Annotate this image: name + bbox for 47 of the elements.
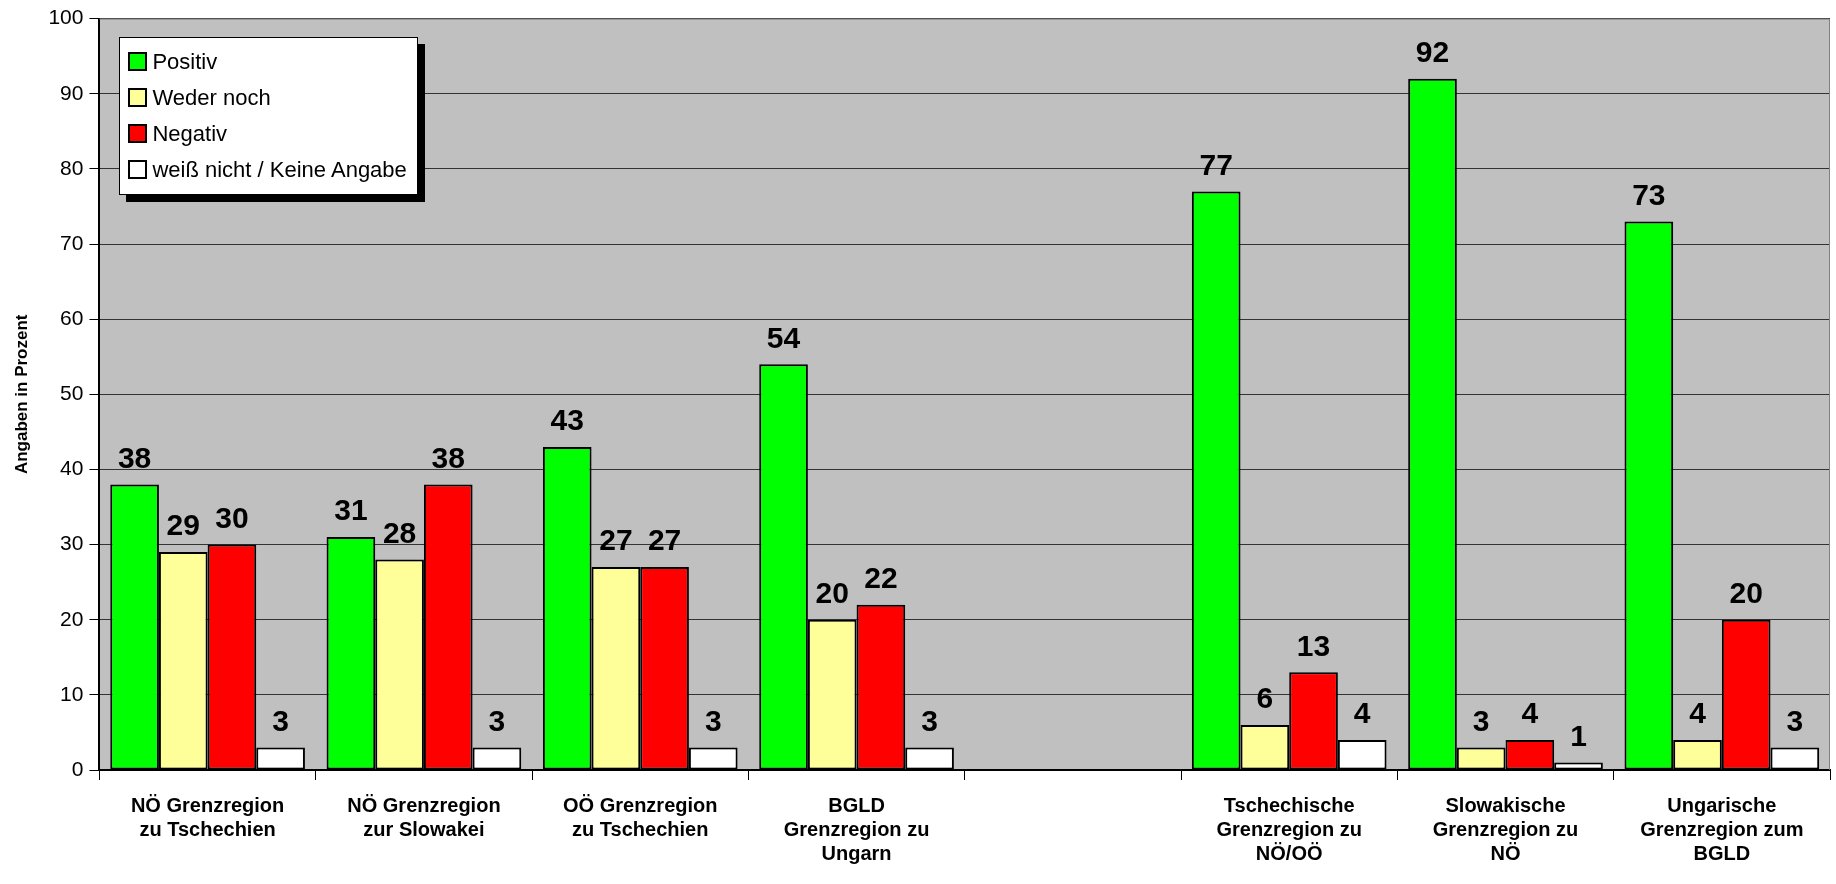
data-label: 73 <box>1632 177 1666 211</box>
x-tick-label: NÖ Grenzregion zu Tschechien <box>130 793 285 840</box>
data-label: 1 <box>1570 718 1587 752</box>
data-label: 28 <box>382 515 417 549</box>
data-label: 30 <box>215 500 249 534</box>
x-tick-label: Slowakische Grenzregion zu NÖ <box>1432 793 1579 864</box>
data-label: 3 <box>1786 703 1804 737</box>
x-tick-label: BGLD Grenzregion zu Ungarn <box>783 793 930 864</box>
data-label: 22 <box>864 560 898 594</box>
y-tick-label: 100 <box>48 5 84 29</box>
data-label: 29 <box>166 508 200 542</box>
data-label: 3 <box>272 703 289 737</box>
legend-label: Positiv <box>152 48 218 75</box>
y-tick-label: 60 <box>60 305 84 329</box>
data-label: 38 <box>431 440 465 474</box>
y-tick-label: 10 <box>60 681 84 705</box>
y-tick-label: 40 <box>60 456 84 480</box>
y-tick-label: 20 <box>60 606 84 630</box>
x-tick-label: OÖ Grenzregion zu Tschechien <box>563 793 718 840</box>
legend-label: Negativ <box>152 120 228 147</box>
y-tick-label: 70 <box>60 230 84 254</box>
data-label: 4 <box>1689 696 1707 730</box>
data-label: 3 <box>704 703 722 737</box>
data-label: 31 <box>334 493 368 527</box>
y-tick-label: 90 <box>60 80 84 104</box>
data-label: 38 <box>117 440 152 474</box>
y-tick-label: 0 <box>71 756 84 780</box>
data-label: 3 <box>921 703 938 737</box>
data-label: 54 <box>766 320 801 354</box>
y-tick-label: 50 <box>60 381 84 405</box>
data-label: 4 <box>1353 696 1371 730</box>
data-label: 92 <box>1415 34 1450 68</box>
data-label: 43 <box>550 403 584 437</box>
x-tick-label: NÖ Grenzregion zur Slowakei <box>347 793 501 840</box>
data-label: 20 <box>815 575 849 609</box>
x-tick-label: Tschechische Grenzregion zu NÖ/OÖ <box>1216 793 1362 864</box>
y-tick-label: 80 <box>60 155 84 179</box>
data-label: 13 <box>1296 628 1331 662</box>
y-tick-label: 30 <box>60 531 84 555</box>
data-label: 4 <box>1521 696 1539 730</box>
x-tick-label: Ungarische Grenzregion zum BGLD <box>1640 793 1804 864</box>
data-label: 3 <box>1472 703 1490 737</box>
data-label: 3 <box>488 703 506 737</box>
data-label: 20 <box>1729 575 1763 609</box>
legend-label: Weder noch <box>152 84 271 111</box>
legend-label: weiß nicht / Keine Angabe <box>152 156 407 183</box>
y-axis-title: Angaben in Prozent <box>11 314 31 475</box>
